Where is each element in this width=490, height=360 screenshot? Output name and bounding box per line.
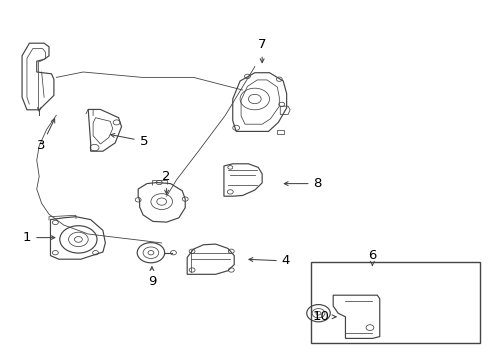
Text: 4: 4 [249, 255, 290, 267]
Text: 10: 10 [313, 310, 336, 323]
Text: 6: 6 [368, 249, 377, 265]
Text: 3: 3 [37, 119, 55, 152]
Text: 5: 5 [111, 134, 148, 148]
Text: 8: 8 [284, 177, 322, 190]
Bar [311, 262, 480, 343]
Text: 2: 2 [162, 170, 171, 194]
Text: 7: 7 [258, 39, 267, 63]
Text: 9: 9 [147, 267, 156, 288]
Text: 1: 1 [23, 231, 55, 244]
